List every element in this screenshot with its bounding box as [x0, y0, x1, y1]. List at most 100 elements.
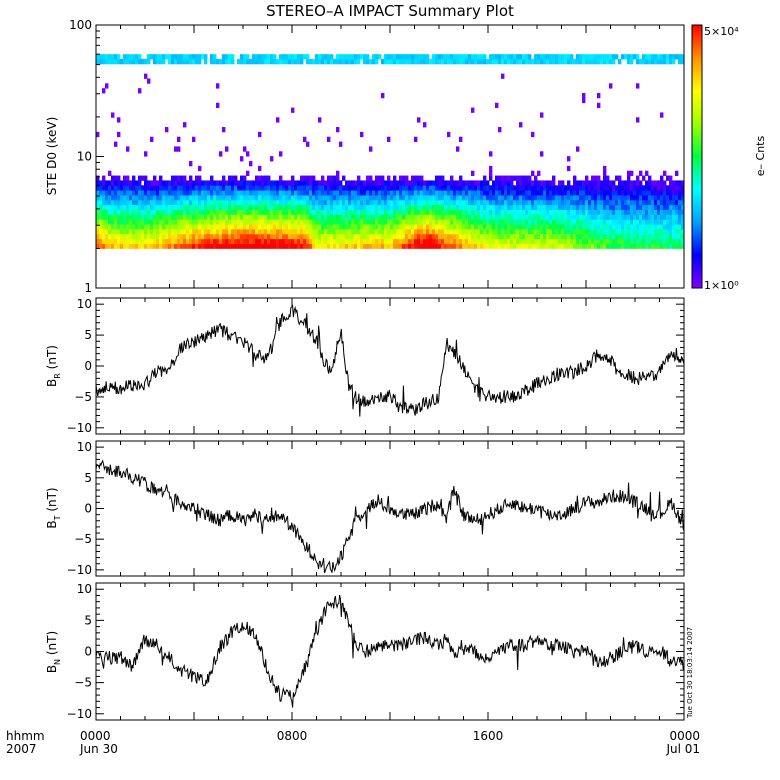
spectrogram-cell: [570, 59, 574, 65]
spectrogram-cell: [399, 214, 403, 220]
spectrogram-cell: [633, 195, 637, 201]
spectrogram-cell: [618, 199, 622, 206]
spectrogram-cell: [543, 233, 547, 240]
spectrogram-cell: [606, 190, 610, 196]
spectrogram-cell: [240, 59, 244, 65]
spectrogram-cell: [360, 190, 364, 196]
spectrogram-cell: [468, 233, 472, 240]
spectrogram-cell: [492, 224, 496, 230]
spectrogram-cell: [624, 224, 628, 230]
spectrogram-cell: [150, 180, 154, 186]
spectrogram-cell: [621, 224, 625, 230]
spectrogram-cell: [303, 233, 307, 240]
spectrogram-cell: [327, 233, 331, 240]
spectrogram-cell: [519, 122, 523, 128]
spectrogram-cell: [447, 224, 451, 230]
spectrogram-cell: [471, 214, 475, 220]
spectrogram-cell: [531, 131, 535, 138]
spectrogram-cell: [384, 228, 388, 235]
spectrogram-cell: [363, 199, 367, 206]
spectrogram-cell: [195, 233, 199, 240]
spectrogram-cell: [675, 199, 679, 206]
spectrogram-cell: [267, 238, 271, 244]
bn-frame: [95, 582, 685, 721]
spectrogram-cell: [555, 224, 559, 230]
spectrogram-cell: [312, 238, 316, 244]
spectrogram-cell: [612, 180, 616, 186]
spectrogram-cell: [444, 214, 448, 220]
spectrogram-cell: [477, 224, 481, 230]
spectrogram-cell: [648, 228, 652, 235]
spectrogram-cell: [303, 199, 307, 206]
spectrogram-cell: [546, 214, 550, 220]
spectrogram-cell: [570, 204, 574, 210]
spectrogram-cell: [183, 214, 187, 220]
spectrogram-cell: [204, 219, 208, 225]
spectrogram-cell: [369, 204, 373, 210]
spectrogram-cell: [573, 190, 577, 196]
spectrogram-cell: [429, 209, 433, 215]
spectrogram-cell: [651, 228, 655, 235]
spectrogram-cell: [567, 219, 571, 225]
spectrogram-cell: [342, 243, 346, 249]
spectrogram-cell: [393, 204, 397, 210]
spectrogram-cell: [132, 204, 136, 210]
spectrogram-cell: [612, 204, 616, 210]
spectrogram-cell: [516, 243, 520, 249]
spectrogram-cell: [312, 214, 316, 220]
spectrogram-cell: [459, 54, 463, 60]
spectrogram-cell: [660, 214, 664, 220]
spectrogram-cell: [633, 199, 637, 206]
spectrogram-cell: [132, 185, 136, 191]
spectrogram-cell: [606, 228, 610, 235]
spectrogram-cell: [159, 190, 163, 196]
spectrogram-cell: [201, 243, 205, 249]
spectrogram-cell: [513, 209, 517, 215]
spectrogram-cell: [294, 209, 298, 215]
spectrogram-cell: [393, 233, 397, 240]
spectrogram-cell: [636, 175, 640, 181]
spectrogram-cell: [600, 180, 604, 186]
spectrogram-cell: [468, 228, 472, 235]
spectrogram-cell: [669, 59, 673, 65]
spectrogram-cell: [423, 209, 427, 215]
spectrogram-cell: [255, 243, 259, 249]
spectrogram-cell: [624, 214, 628, 220]
spectrogram-cell: [189, 204, 193, 210]
spectrogram-cell: [516, 224, 520, 230]
spectrogram-cell: [681, 185, 684, 191]
spectrogram-cell: [501, 219, 505, 225]
spectrogram-cell: [591, 54, 595, 60]
spectrogram-cell: [636, 233, 640, 240]
spectrogram-cell: [510, 190, 514, 196]
spectrogram-cell: [240, 209, 244, 215]
spectrogram-cell: [612, 195, 616, 201]
spectrogram-cell: [114, 204, 118, 210]
spectrogram-cell: [657, 209, 661, 215]
spectrogram-cell: [615, 185, 619, 191]
spectrogram-cell: [264, 59, 268, 65]
spectrogram-cell: [594, 199, 598, 206]
spectrogram-cell: [267, 219, 271, 225]
spectrogram-cell: [588, 190, 592, 196]
spectrogram-cell: [204, 185, 208, 191]
spectrogram-cell: [270, 214, 274, 220]
spectrogram-cell: [411, 175, 415, 181]
spectrogram-cell: [444, 233, 448, 240]
spectrogram-cell: [96, 185, 100, 191]
spectrogram-cell: [624, 219, 628, 225]
spectrogram-cell: [126, 199, 130, 206]
spectrogram-cell: [342, 54, 346, 60]
spectrogram-cell: [513, 233, 517, 240]
spectrogram-cell: [429, 224, 433, 230]
spectrogram-cell: [234, 224, 238, 230]
spectrogram-cell: [672, 54, 676, 60]
spectrogram-cell: [129, 219, 133, 225]
bt-y-tick-label: −10: [67, 563, 92, 577]
spectrogram-cell: [519, 204, 523, 210]
colorbar-label: e– Cnts: [754, 136, 767, 177]
spectrogram-cell: [213, 243, 217, 249]
spectrogram-cell: [531, 195, 535, 201]
spectrogram-cell: [384, 224, 388, 230]
spectrogram-cell: [597, 233, 601, 240]
